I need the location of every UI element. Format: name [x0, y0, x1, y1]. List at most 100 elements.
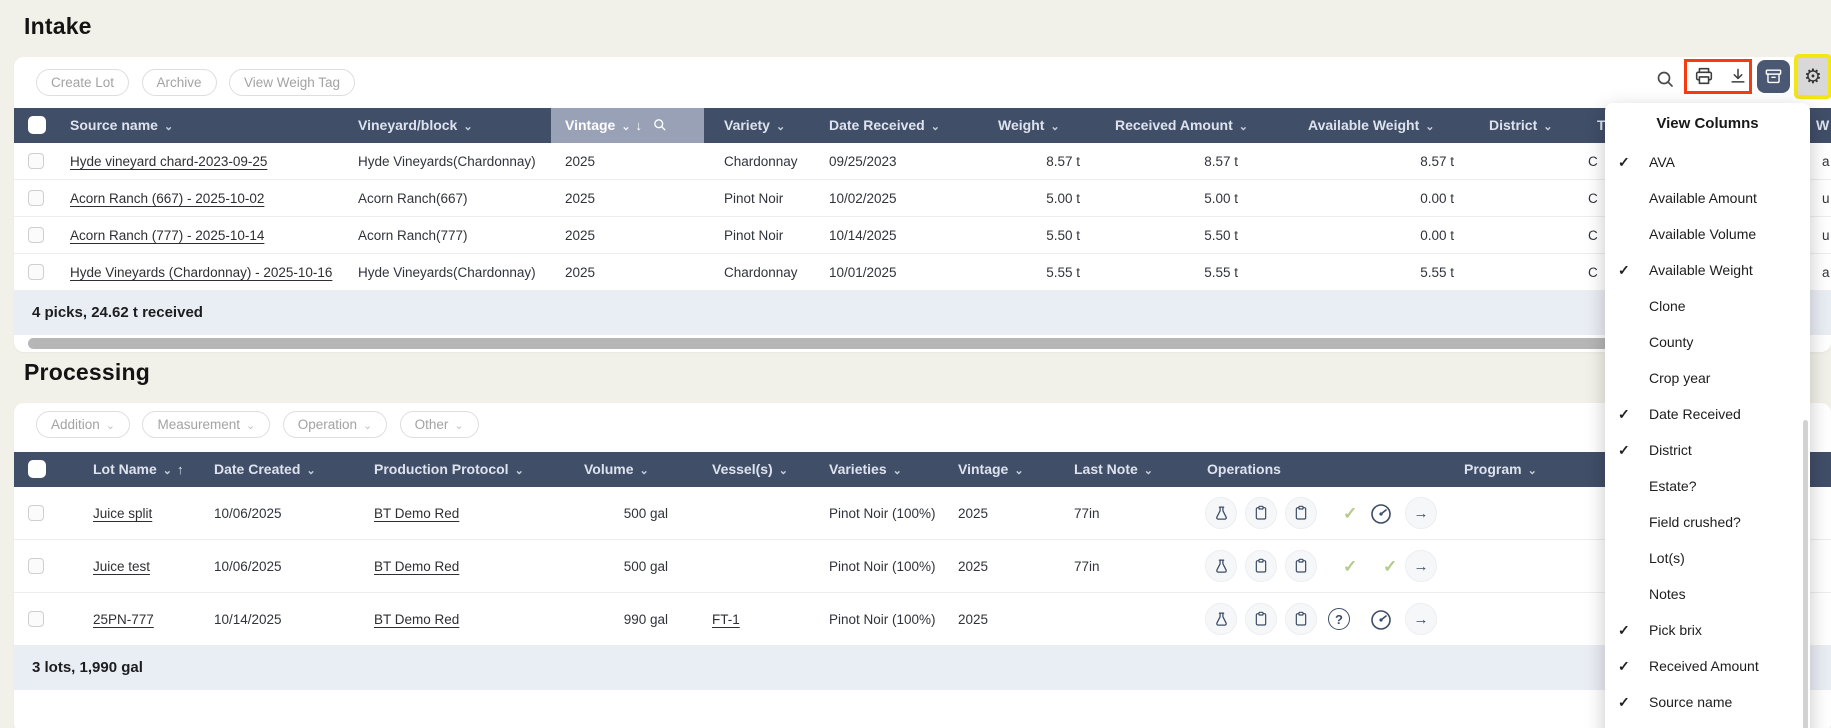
cell-variety: Pinot Noir [724, 191, 784, 206]
menu-item-county[interactable]: County [1605, 331, 1810, 353]
col-vineyard-block[interactable]: Vineyard/block ⌄ [358, 108, 473, 145]
source-link[interactable]: Hyde vineyard chard-2023-09-25 [70, 154, 268, 169]
gear-icon[interactable]: ⚙ [1804, 66, 1822, 88]
lot-link[interactable]: Juice test [93, 559, 151, 574]
col-district[interactable]: District ⌄ [1489, 108, 1552, 145]
menu-item-received-amount[interactable]: ✓ Received Amount [1605, 655, 1810, 677]
lot-link[interactable]: Juice split [93, 506, 153, 521]
sort-asc-icon[interactable]: ↑ [177, 462, 184, 477]
col-weight[interactable]: Weight ⌄ [998, 108, 1060, 145]
addition-label: Addition [51, 417, 100, 432]
col-vessels[interactable]: Vessel(s) ⌄ [712, 452, 788, 489]
clipboard-icon[interactable] [1245, 603, 1277, 635]
arrow-right-icon[interactable]: → [1405, 603, 1437, 635]
sort-desc-icon[interactable]: ↓ [635, 118, 643, 133]
menu-scrollbar[interactable] [1803, 420, 1808, 728]
col-vintage-highlighted[interactable]: Vintage ⌄ ↓ [551, 108, 704, 143]
horizontal-scrollbar[interactable] [28, 338, 1704, 349]
lot-link[interactable]: 25PN-777 [93, 612, 154, 627]
col-received-amount[interactable]: Received Amount ⌄ [1115, 108, 1248, 145]
gauge-icon[interactable] [1369, 608, 1393, 632]
col-source-name[interactable]: Source name ⌄ [70, 108, 173, 145]
clipboard-icon[interactable] [1245, 497, 1277, 529]
protocol-link[interactable]: BT Demo Red [374, 612, 460, 627]
gauge-icon[interactable] [1369, 502, 1393, 526]
table-row: Hyde vineyard chard-2023-09-25 Hyde Vine… [14, 143, 1831, 180]
flask-icon[interactable] [1205, 497, 1237, 529]
menu-item-field-crushed[interactable]: Field crushed? [1605, 511, 1810, 533]
col-production-protocol[interactable]: Production Protocol ⌄ [374, 452, 524, 489]
source-link[interactable]: Acorn Ranch (667) - 2025-10-02 [70, 191, 265, 206]
col-variety[interactable]: Variety ⌄ [724, 108, 785, 145]
col-vintage[interactable]: Vintage ⌄ [958, 452, 1024, 489]
menu-item-crop-year[interactable]: Crop year [1605, 367, 1810, 389]
view-weigh-tag-button[interactable]: View Weigh Tag [228, 69, 356, 96]
menu-item-date-received[interactable]: ✓ Date Received [1605, 403, 1810, 425]
other-button[interactable]: Other ⌄ [399, 411, 479, 438]
menu-item-label: Field crushed? [1649, 514, 1741, 530]
row-checkbox[interactable] [28, 227, 44, 243]
col-available-weight[interactable]: Available Weight ⌄ [1308, 108, 1434, 145]
question-icon[interactable]: ? [1328, 608, 1350, 630]
cell-variety: Pinot Noir [724, 228, 784, 243]
menu-item-available-volume[interactable]: Available Volume [1605, 223, 1810, 245]
flask-icon[interactable] [1205, 603, 1237, 635]
col-last-note[interactable]: Last Note ⌄ [1074, 452, 1153, 489]
menu-item-ava[interactable]: ✓ AVA [1605, 151, 1810, 173]
download-icon[interactable] [1727, 65, 1749, 87]
menu-item-source-name[interactable]: ✓ Source name [1605, 691, 1810, 713]
create-lot-button[interactable]: Create Lot [36, 69, 130, 96]
menu-item-estate[interactable]: Estate? [1605, 475, 1810, 497]
archive-button[interactable]: Archive [141, 69, 217, 96]
clipboard-icon[interactable] [1285, 603, 1317, 635]
col-type-truncated[interactable]: T [1597, 108, 1606, 143]
source-link[interactable]: Acorn Ranch (777) - 2025-10-14 [70, 228, 265, 243]
edge-letter: u [1822, 228, 1830, 243]
arrow-right-icon[interactable]: → [1405, 497, 1437, 529]
arrow-right-icon[interactable]: → [1405, 550, 1437, 582]
addition-button[interactable]: Addition ⌄ [36, 411, 131, 438]
col-program[interactable]: Program ⌄ [1464, 452, 1537, 489]
vessel-link[interactable]: FT-1 [712, 612, 740, 627]
menu-item-pick-brix[interactable]: ✓ Pick brix [1605, 619, 1810, 641]
menu-item-clone[interactable]: Clone [1605, 295, 1810, 317]
menu-item-available-amount[interactable]: Available Amount [1605, 187, 1810, 209]
measurement-button[interactable]: Measurement ⌄ [142, 411, 271, 438]
source-link[interactable]: Hyde Vineyards (Chardonnay) - 2025-10-16 [70, 265, 333, 280]
clipboard-icon[interactable] [1285, 550, 1317, 582]
search-icon[interactable] [1654, 68, 1676, 90]
flask-icon[interactable] [1205, 550, 1237, 582]
select-all-checkbox[interactable] [28, 116, 46, 134]
col-date-created[interactable]: Date Created ⌄ [214, 452, 316, 489]
row-checkbox[interactable] [28, 264, 44, 280]
clipboard-icon[interactable] [1245, 550, 1277, 582]
menu-item-lots[interactable]: Lot(s) [1605, 547, 1810, 569]
col-date-received[interactable]: Date Received ⌄ [829, 108, 940, 145]
print-icon[interactable] [1692, 64, 1716, 88]
row-checkbox[interactable] [28, 153, 44, 169]
protocol-link[interactable]: BT Demo Red [374, 506, 460, 521]
clipboard-icon[interactable] [1285, 497, 1317, 529]
column-search-icon[interactable] [652, 110, 667, 145]
archive-box-icon[interactable] [1757, 60, 1790, 93]
row-checkbox[interactable] [28, 611, 44, 627]
col-lot-name[interactable]: Lot Name ⌄ ↑ [93, 452, 184, 489]
menu-item-available-weight[interactable]: ✓ Available Weight [1605, 259, 1810, 281]
edge-letter: a [1822, 265, 1830, 280]
row-checkbox[interactable] [28, 190, 44, 206]
menu-item-district[interactable]: ✓ District [1605, 439, 1810, 461]
check-icon: ✓ [1618, 694, 1630, 710]
col-volume[interactable]: Volume ⌄ [584, 452, 649, 489]
operation-button[interactable]: Operation ⌄ [282, 411, 388, 438]
menu-item-notes[interactable]: Notes [1605, 583, 1810, 605]
protocol-link[interactable]: BT Demo Red [374, 559, 460, 574]
cell-received: 5.55 t [1204, 265, 1238, 280]
view-columns-menu: View Columns ✓ AVA Available Amount Avail… [1605, 103, 1810, 728]
select-all-checkbox[interactable] [28, 460, 46, 478]
row-checkbox[interactable] [28, 505, 44, 521]
row-checkbox[interactable] [28, 558, 44, 574]
col-label: Vineyard/block [358, 117, 458, 133]
col-varieties[interactable]: Varieties ⌄ [829, 452, 902, 489]
cell-received: 5.50 t [1204, 228, 1238, 243]
